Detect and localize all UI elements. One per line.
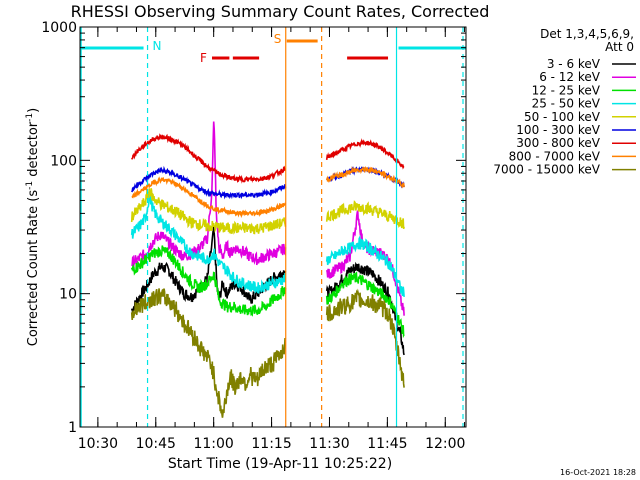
legend-header: Att 0 [605, 40, 634, 54]
chart-title: RHESSI Observing Summary Count Rates, Co… [71, 2, 490, 21]
series-line-3 [130, 245, 405, 339]
y-tick-label: 100 [50, 153, 77, 169]
legend-label: 800 - 7000 keV [509, 149, 601, 163]
legend-label: 3 - 6 keV [547, 57, 601, 71]
y-axis-label-mid: detector [26, 121, 41, 181]
plot-frame [79, 26, 467, 428]
y-axis-label: Corrected Count Rate (s-1 detector-1) [25, 108, 41, 346]
flag-f-label: F [200, 51, 207, 65]
series-line-9 [130, 288, 405, 418]
flag-s-label: S [274, 32, 282, 46]
y-axis-label-main: Corrected Count Rate (s [26, 190, 41, 347]
y-tick-label: 1 [68, 420, 77, 436]
generated-timestamp: 16-Oct-2021 18:28 [560, 468, 636, 477]
flag-n-label: N [153, 39, 162, 53]
x-axis: 10:30 10:45 11:00 11:15 11:30 11:45 12:00 [78, 27, 465, 452]
legend-label: 100 - 300 keV [516, 123, 600, 137]
x-tick-label: 10:45 [136, 436, 176, 452]
legend-header: Det 1,3,4,5,6,9, [540, 27, 634, 41]
y-axis-label-sup2: -1 [25, 113, 35, 122]
series-layer [130, 121, 405, 418]
x-tick-label: 11:00 [193, 436, 233, 452]
x-tick-label: 11:15 [251, 436, 291, 452]
y-axis-label-end: ) [26, 108, 41, 113]
x-tick-label: 11:30 [309, 436, 349, 452]
legend-label: 300 - 800 keV [516, 136, 600, 150]
series-line-4 [130, 192, 405, 297]
legend-label: 12 - 25 keV [532, 83, 601, 97]
x-axis-label: Start Time (19-Apr-11 10:25:22) [168, 456, 392, 472]
flags-layer: N F S [80, 27, 466, 427]
legend-label: 6 - 12 keV [539, 70, 601, 84]
legend-label: 50 - 100 keV [524, 110, 601, 124]
series-line-8 [131, 165, 405, 219]
legend-label: 7000 - 15000 keV [493, 163, 600, 177]
y-tick-label: 10 [59, 287, 77, 303]
y-tick-label: 1000 [41, 20, 77, 36]
legend-label: 25 - 50 keV [532, 97, 601, 111]
x-tick-label: 11:45 [367, 436, 407, 452]
series-line-5 [130, 188, 405, 235]
x-tick-label: 10:30 [78, 436, 118, 452]
svg-text:Corrected Count Rate (s-1 dete: Corrected Count Rate (s-1 detector-1) [25, 108, 41, 346]
x-tick-label: 12:00 [425, 436, 465, 452]
y-axis: 1 10 100 1000 [41, 20, 466, 436]
series-line-7 [130, 133, 405, 184]
y-axis-label-sup1: -1 [25, 181, 35, 190]
